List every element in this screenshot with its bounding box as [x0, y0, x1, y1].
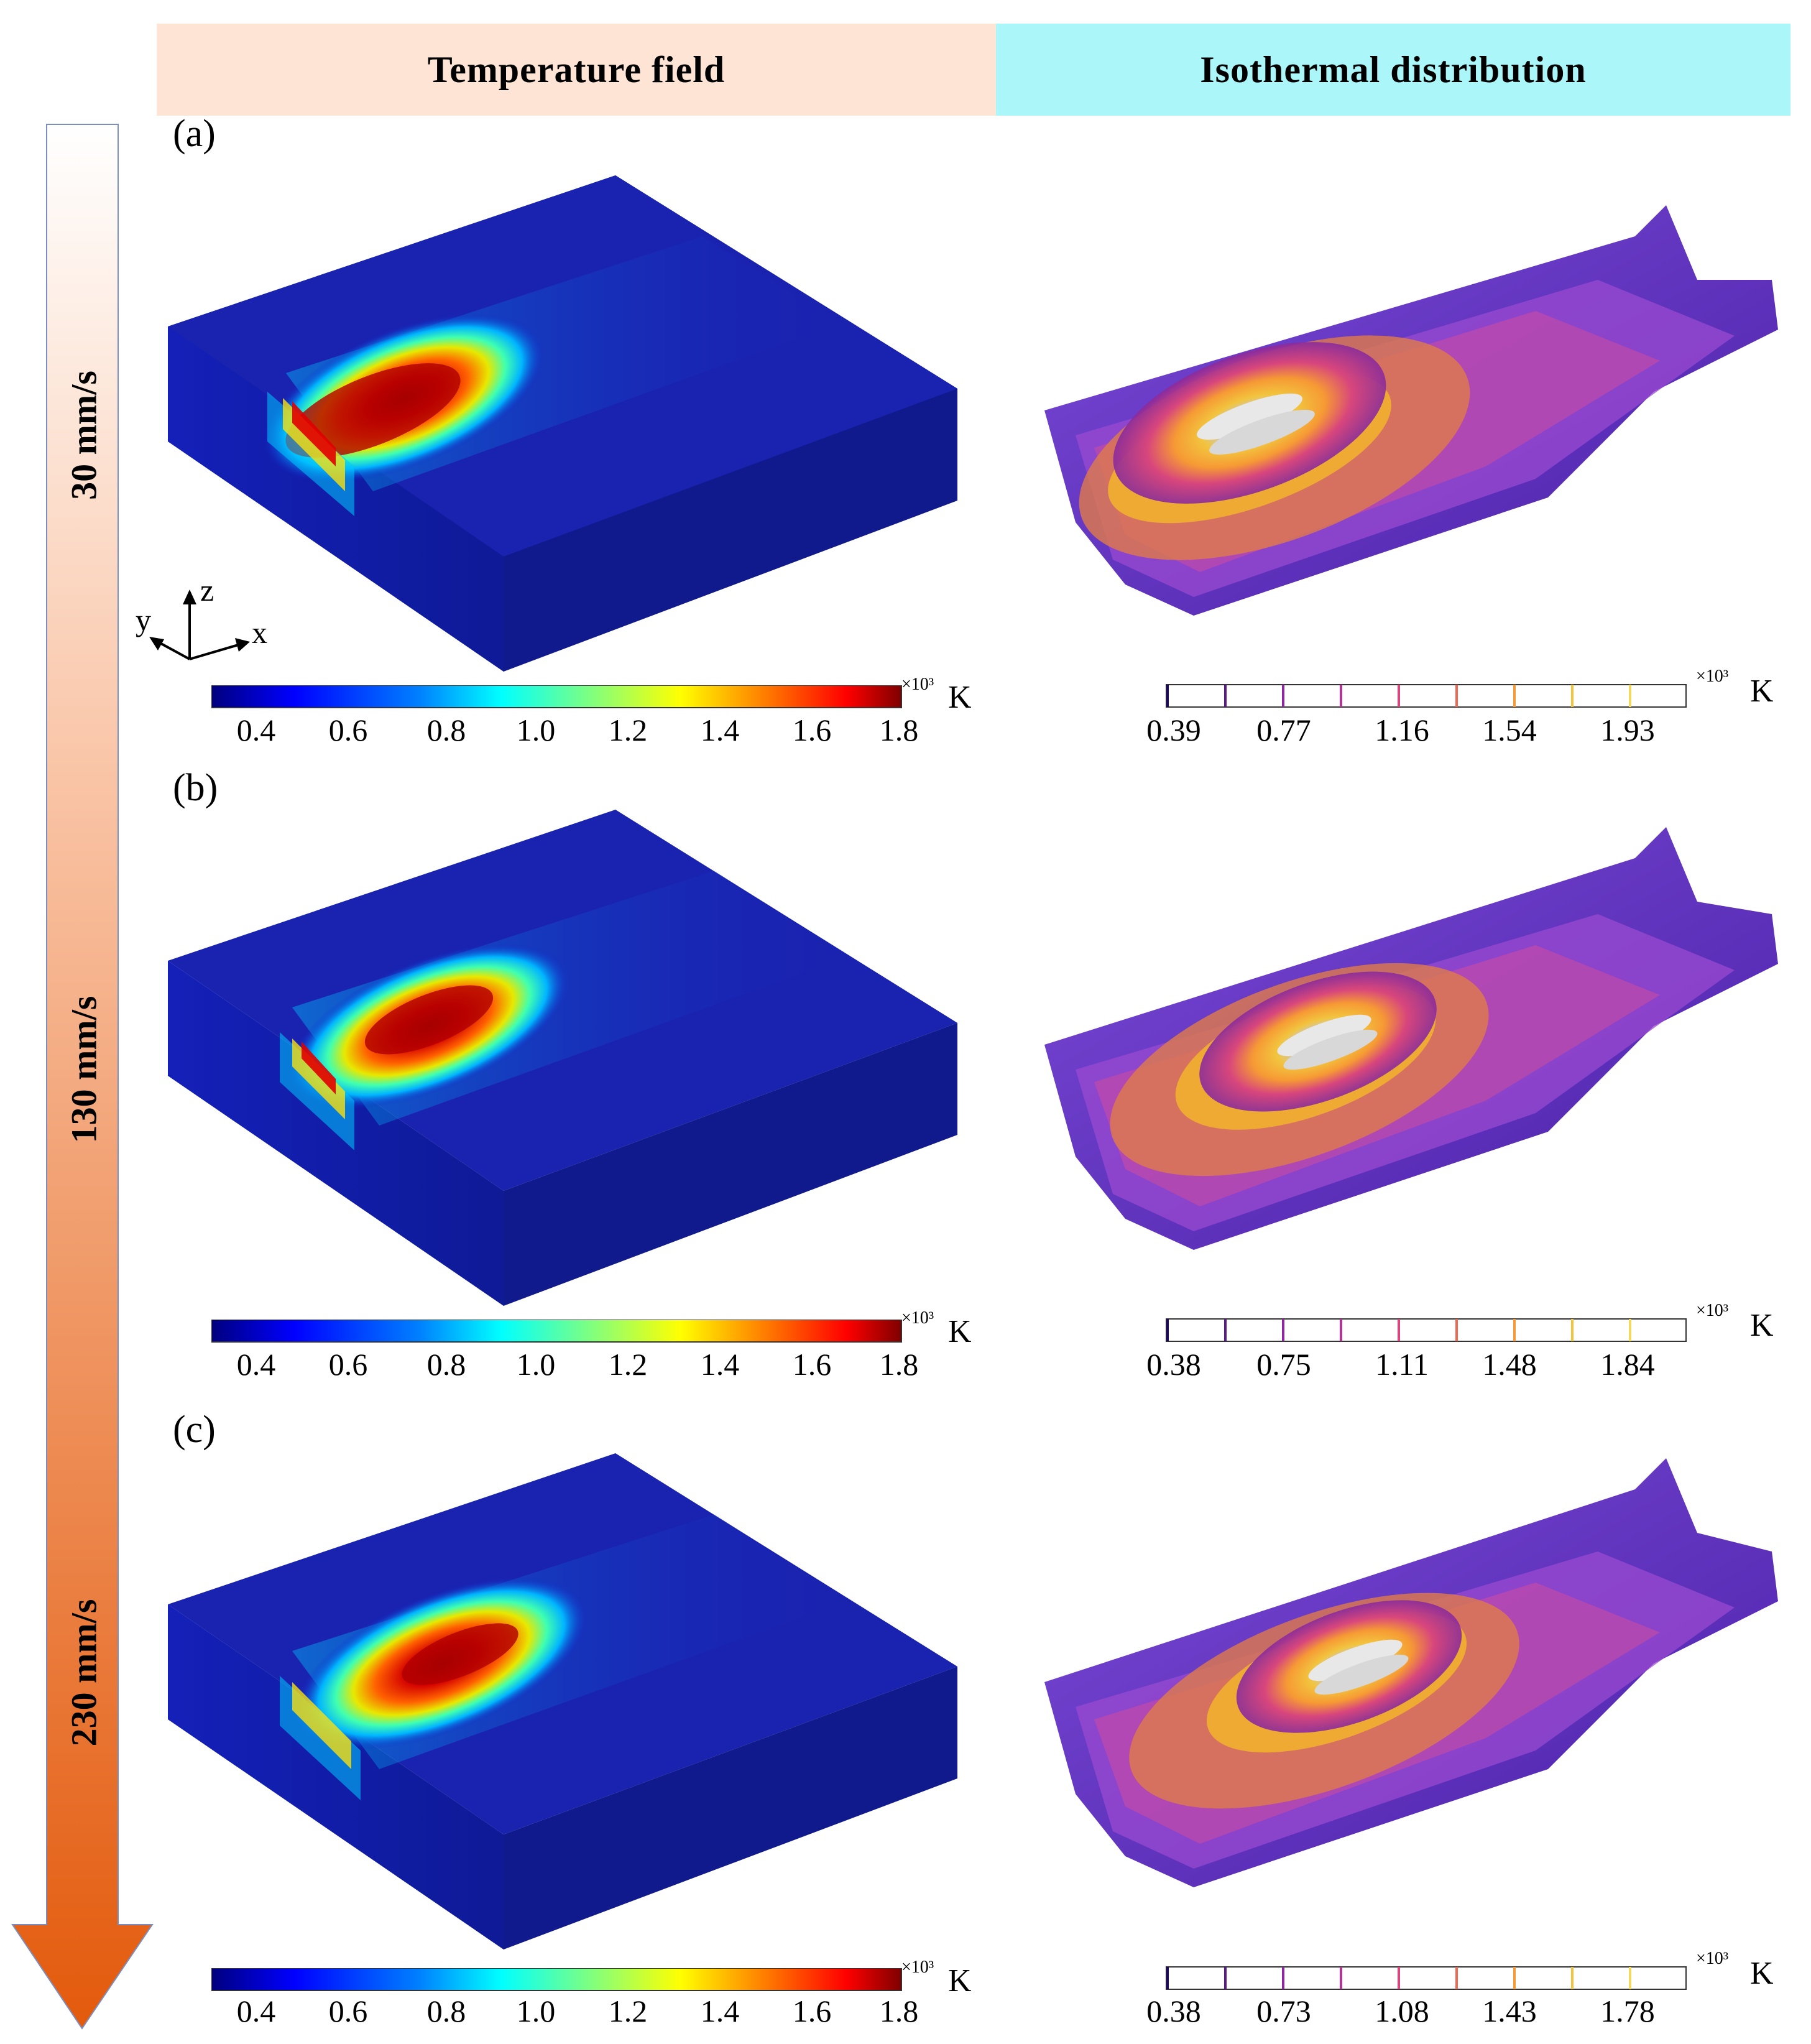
iso-tick: 0.75	[1256, 1347, 1311, 1382]
panel-label-c: (c)	[173, 1408, 216, 1451]
temp-tick: 1.0	[516, 1347, 556, 1382]
iso-tick: 0.77	[1256, 713, 1311, 747]
iso-unit-c: K	[1750, 1956, 1774, 1991]
temp-tick: 0.8	[426, 1347, 466, 1382]
panel-label-a: (a)	[173, 113, 216, 155]
temp-tick: 0.4	[236, 713, 276, 747]
header-temperature-field: Temperature field	[157, 24, 996, 116]
temp-multiplier-c: ×10³	[901, 1958, 934, 1977]
iso-tick: 1.48	[1482, 1347, 1537, 1382]
panel-label-b: (b)	[173, 767, 218, 809]
temp-unit-c: K	[948, 1963, 972, 1999]
temp-multiplier-b: ×10³	[901, 1308, 934, 1328]
iso-colorbar-a	[1166, 684, 1687, 708]
iso-multiplier-c: ×10³	[1696, 1949, 1729, 1968]
axis-x-label: x	[252, 615, 267, 650]
temp-tick: 1.8	[879, 1347, 919, 1382]
iso-tick: 1.78	[1600, 1994, 1655, 2028]
iso-tick: 0.38	[1146, 1994, 1201, 2028]
temp-colorbar-b	[211, 1320, 902, 1343]
temp-tick: 1.4	[700, 1347, 740, 1382]
temp-tick: 0.4	[236, 1347, 276, 1382]
iso-tick: 1.11	[1375, 1347, 1429, 1382]
isothermal-distribution-c	[1044, 1458, 1778, 1887]
temp-tick: 0.8	[426, 1994, 466, 2028]
iso-tick: 1.08	[1375, 1994, 1429, 2028]
isothermal-distribution-b	[1044, 827, 1778, 1250]
temp-tick: 1.8	[879, 713, 919, 747]
iso-tick: 1.16	[1375, 713, 1429, 747]
axis-z-label: z	[200, 573, 214, 608]
temp-tick: 1.4	[700, 713, 740, 747]
iso-tick: 0.39	[1146, 713, 1201, 747]
temp-tick: 1.6	[792, 713, 832, 747]
speed-label-a: 30 mm/s	[63, 371, 104, 500]
iso-tick: 0.38	[1146, 1347, 1201, 1382]
temp-multiplier-a: ×10³	[901, 675, 934, 694]
iso-multiplier-a: ×10³	[1696, 667, 1729, 686]
header-isothermal-distribution: Isothermal distribution	[996, 24, 1790, 116]
temp-tick: 1.8	[879, 1994, 919, 2028]
temp-tick: 1.0	[516, 713, 556, 747]
iso-unit-b: K	[1750, 1308, 1774, 1343]
temp-tick: 1.2	[608, 1994, 648, 2028]
temperature-field-b	[168, 810, 957, 1306]
temp-colorbar-c	[211, 1968, 902, 1991]
temp-tick: 1.2	[608, 1347, 648, 1382]
temp-tick: 0.6	[328, 1994, 368, 2028]
axis-y-label: y	[136, 603, 151, 637]
axis-triad	[149, 590, 250, 660]
isothermal-distribution-a	[1044, 205, 1778, 616]
temperature-field-a	[168, 175, 957, 672]
temp-tick: 0.6	[328, 1347, 368, 1382]
temp-tick: 0.4	[236, 1994, 276, 2028]
iso-tick: 1.93	[1600, 713, 1655, 747]
iso-colorbar-c	[1166, 1966, 1687, 1990]
temp-unit-b: K	[948, 1314, 972, 1349]
temperature-field-c	[168, 1453, 957, 1949]
iso-tick: 1.84	[1600, 1347, 1655, 1382]
temp-tick: 1.6	[792, 1347, 832, 1382]
iso-tick: 0.73	[1256, 1994, 1311, 2028]
iso-unit-a: K	[1750, 673, 1774, 709]
iso-tick: 1.43	[1482, 1994, 1537, 2028]
iso-multiplier-b: ×10³	[1696, 1301, 1729, 1320]
temp-unit-a: K	[948, 680, 972, 715]
temp-tick: 1.0	[516, 1994, 556, 2028]
speed-label-c: 230 mm/s	[63, 1599, 104, 1747]
temp-tick: 1.4	[700, 1994, 740, 2028]
iso-tick: 1.54	[1482, 713, 1537, 747]
iso-colorbar-b	[1166, 1318, 1687, 1342]
speed-arrow	[11, 124, 154, 2030]
temp-tick: 0.8	[426, 713, 466, 747]
temp-tick: 1.2	[608, 713, 648, 747]
temp-tick: 1.6	[792, 1994, 832, 2028]
temp-colorbar-a	[211, 685, 902, 708]
temp-tick: 0.6	[328, 713, 368, 747]
speed-label-b: 130 mm/s	[63, 996, 104, 1144]
